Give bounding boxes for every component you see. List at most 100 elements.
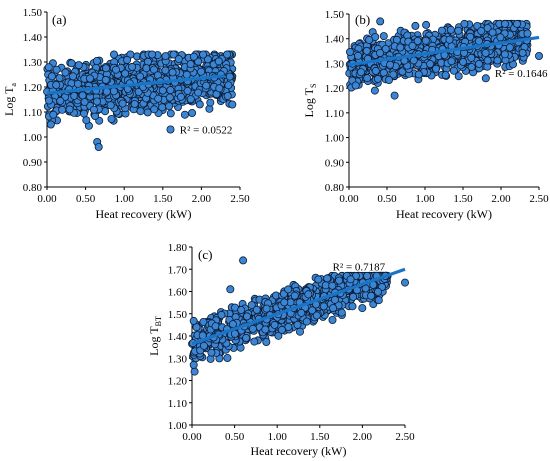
data-point bbox=[93, 97, 102, 106]
y-tick-label: 0.80 bbox=[325, 182, 345, 194]
data-point bbox=[396, 43, 405, 52]
data-point bbox=[80, 109, 89, 118]
y-tick-label: 1.40 bbox=[23, 32, 43, 44]
data-point bbox=[493, 56, 502, 65]
data-point bbox=[169, 50, 178, 59]
x-tick-label: 2.50 bbox=[529, 193, 549, 205]
data-point bbox=[44, 63, 53, 72]
data-point bbox=[321, 281, 330, 290]
panel-2: 0.80 0.90 1.00 1.10 1.20 1.30 1.40 1.50 0.00 0.50… bbox=[302, 9, 549, 221]
data-point bbox=[335, 276, 344, 285]
data-point bbox=[224, 81, 233, 90]
y-tick-label: 1.00 bbox=[168, 420, 188, 432]
data-point bbox=[421, 36, 430, 45]
y-tick-label: 1.80 bbox=[168, 242, 188, 254]
data-point bbox=[143, 108, 152, 117]
data-point bbox=[106, 101, 115, 110]
data-point bbox=[323, 274, 332, 283]
data-point bbox=[261, 325, 270, 334]
data-point bbox=[284, 285, 293, 294]
y-tick-label: 1.50 bbox=[168, 309, 188, 321]
data-point bbox=[47, 72, 56, 81]
x-tick-label: 2.00 bbox=[353, 431, 373, 443]
data-point bbox=[409, 56, 418, 65]
data-point bbox=[61, 68, 70, 77]
trendline bbox=[191, 267, 406, 346]
data-point bbox=[123, 55, 132, 64]
data-point bbox=[312, 311, 321, 320]
data-point bbox=[362, 46, 371, 55]
y-tick-label: 1.10 bbox=[168, 398, 188, 410]
data-point bbox=[136, 107, 145, 116]
data-point bbox=[73, 79, 82, 88]
data-point bbox=[225, 72, 234, 81]
x-tick-label: 0.00 bbox=[37, 193, 57, 205]
x-tick-label: 0.50 bbox=[76, 193, 96, 205]
data-point bbox=[165, 93, 174, 102]
data-point bbox=[374, 296, 383, 305]
data-point bbox=[189, 360, 198, 369]
data-point bbox=[215, 84, 224, 93]
data-point bbox=[389, 70, 398, 79]
data-point bbox=[58, 105, 67, 114]
data-point bbox=[80, 98, 89, 107]
trendline bbox=[46, 74, 225, 95]
data-point bbox=[373, 74, 382, 83]
data-point bbox=[262, 337, 271, 346]
data-point bbox=[459, 57, 468, 66]
data-point bbox=[112, 65, 121, 74]
data-point bbox=[414, 70, 423, 79]
y-tick-label: 0.90 bbox=[325, 157, 345, 169]
x-tick-label: 0.00 bbox=[182, 431, 202, 443]
data-point bbox=[513, 19, 522, 28]
data-point bbox=[500, 19, 509, 28]
data-point bbox=[466, 32, 475, 41]
x-tick-label: 2.50 bbox=[230, 193, 250, 205]
data-point bbox=[45, 96, 54, 105]
y-tick-label: 1.70 bbox=[168, 264, 188, 276]
trendline bbox=[348, 35, 540, 67]
scatter-series bbox=[188, 256, 409, 376]
data-point bbox=[447, 57, 456, 66]
data-point bbox=[176, 92, 185, 101]
x-tick-label: 2.50 bbox=[395, 431, 415, 443]
data-point bbox=[293, 320, 302, 329]
data-point bbox=[496, 33, 505, 42]
panel-label: (c) bbox=[198, 247, 212, 262]
y-tick-label: 0.90 bbox=[23, 157, 43, 169]
data-point bbox=[195, 100, 204, 109]
data-point bbox=[284, 322, 293, 331]
data-point bbox=[354, 51, 363, 60]
data-point bbox=[214, 57, 223, 66]
y-tick-label: 1.60 bbox=[168, 287, 188, 299]
x-tick-label: 1.00 bbox=[268, 431, 288, 443]
data-point bbox=[158, 86, 167, 95]
data-point bbox=[474, 59, 483, 68]
data-point bbox=[154, 94, 163, 103]
y-tick-label: 0.80 bbox=[23, 182, 43, 194]
data-point bbox=[149, 65, 158, 74]
data-point bbox=[69, 72, 78, 81]
y-tick-label: 1.40 bbox=[325, 34, 345, 46]
data-point bbox=[460, 19, 469, 28]
data-point bbox=[203, 55, 212, 64]
data-point bbox=[52, 81, 61, 90]
data-point bbox=[488, 28, 497, 37]
data-point bbox=[297, 308, 306, 317]
y-tick-label: 1.30 bbox=[325, 58, 345, 70]
data-point bbox=[121, 69, 130, 78]
data-point bbox=[223, 92, 232, 101]
data-point bbox=[199, 50, 208, 59]
y-tick-label: 1.10 bbox=[325, 108, 345, 120]
data-point bbox=[337, 308, 346, 317]
data-point bbox=[148, 50, 157, 59]
panel-1: 0.80 0.90 1.00 1.10 1.20 1.30 1.40 1.50 0.00 0.50… bbox=[2, 7, 250, 221]
data-point bbox=[474, 37, 483, 46]
data-point bbox=[166, 125, 175, 134]
x-tick-label: 0.50 bbox=[225, 431, 245, 443]
data-point bbox=[328, 315, 337, 324]
data-point bbox=[211, 322, 220, 331]
data-point bbox=[228, 100, 237, 109]
data-point bbox=[188, 109, 197, 118]
data-point bbox=[446, 25, 455, 34]
